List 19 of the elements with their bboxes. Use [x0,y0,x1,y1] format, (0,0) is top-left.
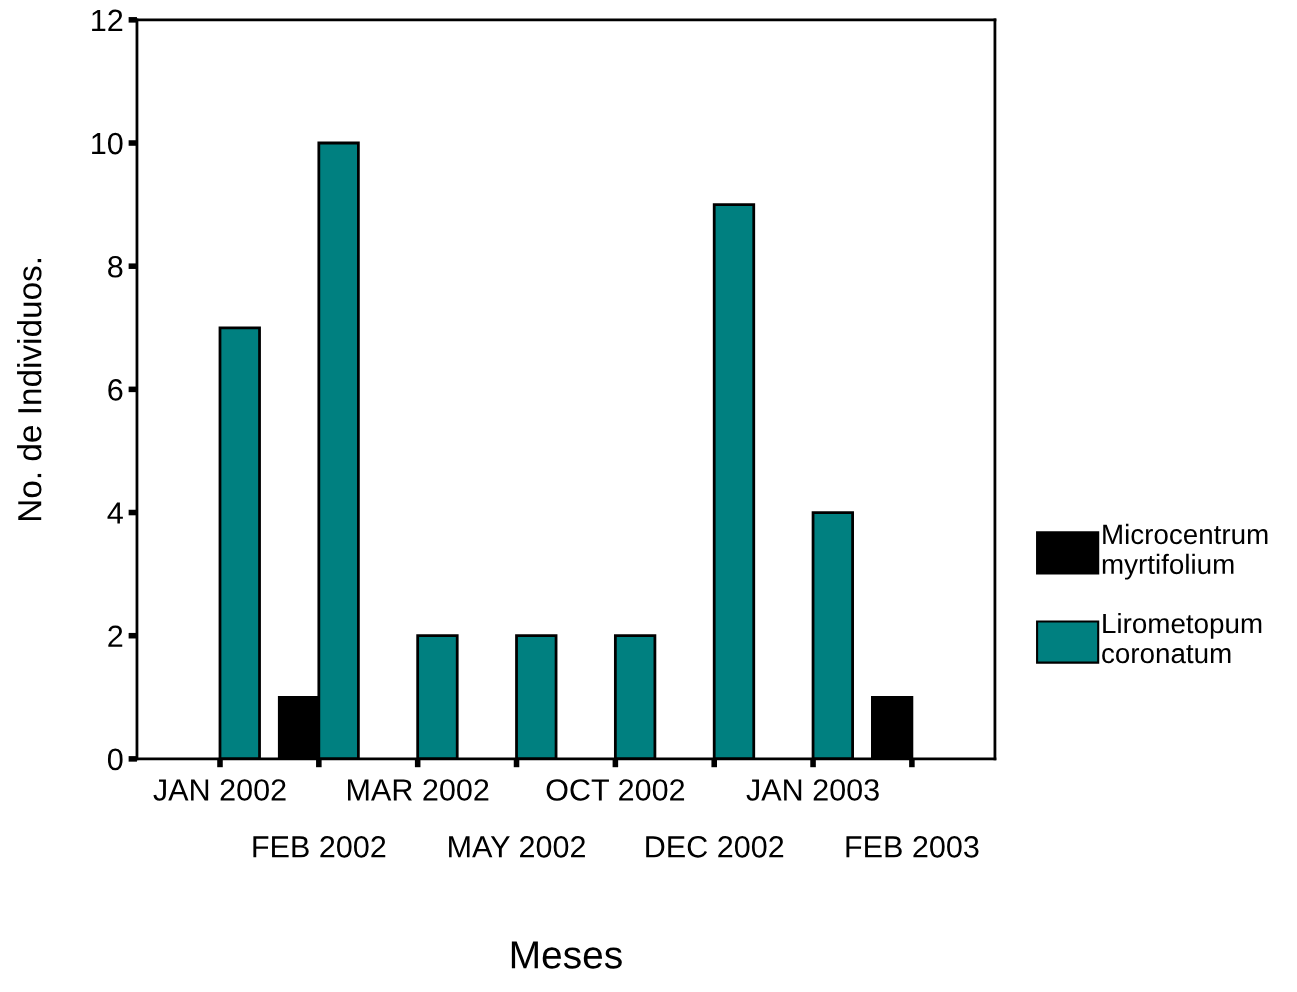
x-axis-title: Meses [511,941,622,969]
y-tick-label: 10 [92,132,123,155]
x-tick-label: OCT 2002 [546,779,685,801]
x-tick-label: FEB 2003 [846,836,979,858]
x-tick-label: MAY 2002 [449,836,585,858]
y-tick-label: 2 [108,625,123,647]
y-tick-label: 6 [108,379,123,401]
y-tick-label: 0 [107,748,123,771]
y-tick-label: 4 [107,502,123,524]
x-tick-label: JAN 2003 [746,779,879,801]
legend-label: Lirometopum coronatum [1102,612,1262,664]
y-tick-label: 8 [108,255,123,278]
legend-label: Microcentrum myrtifolium [1102,523,1268,580]
y-tick-label: 12 [92,9,123,31]
x-tick-label: JAN 2002 [153,779,286,801]
x-tick-label: DEC 2002 [646,836,784,858]
y-axis-title: No. de Individuos. [17,258,42,521]
x-tick-label: FEB 2002 [253,836,386,858]
x-tick-label: MAR 2002 [348,779,489,801]
